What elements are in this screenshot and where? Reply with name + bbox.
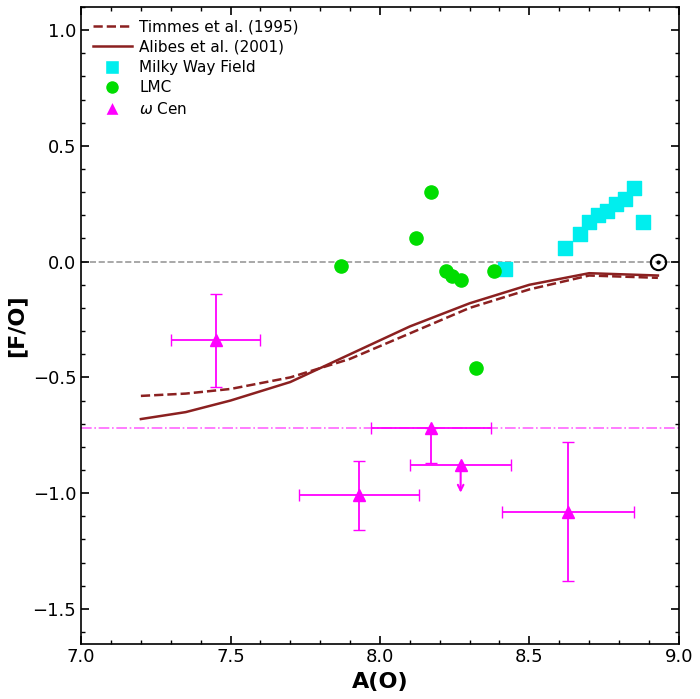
Milky Way Field [559, 242, 570, 253]
Timmes et al. (1995) [405, 329, 414, 338]
Legend: Timmes et al. (1995), Alibes et al. (2001), Milky Way Field, LMC, $\omega$ Cen: Timmes et al. (1995), Alibes et al. (200… [89, 15, 303, 121]
Milky Way Field [610, 198, 622, 209]
Milky Way Field [601, 205, 612, 216]
Milky Way Field [620, 194, 631, 205]
Alibes et al. (2001) [226, 396, 234, 405]
LMC [455, 275, 466, 286]
LMC [440, 266, 452, 277]
Alibes et al. (2001) [405, 322, 414, 331]
Timmes et al. (1995) [525, 285, 533, 294]
Timmes et al. (1995) [226, 384, 234, 393]
Timmes et al. (1995) [136, 391, 145, 400]
Timmes et al. (1995) [585, 271, 594, 280]
Alibes et al. (2001) [181, 408, 190, 417]
LMC [446, 270, 457, 281]
Line: Alibes et al. (2001): Alibes et al. (2001) [141, 273, 658, 419]
Alibes et al. (2001) [585, 269, 594, 278]
Alibes et al. (2001) [346, 350, 354, 359]
Milky Way Field [592, 210, 603, 221]
LMC [470, 363, 481, 374]
Timmes et al. (1995) [346, 354, 354, 363]
Timmes et al. (1995) [286, 373, 295, 382]
Alibes et al. (2001) [466, 299, 474, 308]
Alibes et al. (2001) [136, 415, 145, 424]
Timmes et al. (1995) [181, 389, 190, 398]
Milky Way Field [629, 182, 640, 193]
Milky Way Field [575, 229, 586, 240]
Alibes et al. (2001) [525, 280, 533, 289]
Alibes et al. (2001) [654, 271, 662, 280]
Timmes et al. (1995) [654, 273, 662, 282]
Milky Way Field [500, 263, 511, 274]
LMC [335, 261, 346, 272]
Milky Way Field [637, 217, 648, 228]
Milky Way Field [584, 217, 595, 228]
Y-axis label: [F/O]: [F/O] [7, 294, 27, 356]
Timmes et al. (1995) [466, 304, 474, 312]
LMC [410, 233, 421, 244]
X-axis label: A(O): A(O) [351, 672, 408, 692]
Line: Timmes et al. (1995): Timmes et al. (1995) [141, 275, 658, 396]
LMC [488, 266, 499, 277]
LMC [425, 187, 436, 198]
Alibes et al. (2001) [286, 378, 295, 387]
